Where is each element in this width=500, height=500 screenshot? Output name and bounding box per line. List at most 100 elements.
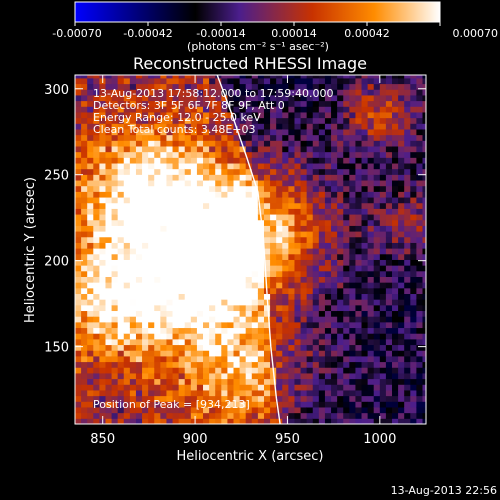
heatmap-cell [398, 355, 405, 363]
heatmap-cell [142, 89, 149, 96]
heatmap-cell [398, 140, 405, 147]
colorbar-tick-label: -0.00070 [52, 27, 101, 40]
heatmap-cell [282, 75, 289, 79]
heatmap-cell [257, 202, 265, 209]
heatmap-cell [379, 163, 387, 170]
heatmap-cell [361, 304, 369, 312]
heatmap-cell [324, 304, 332, 312]
heatmap-cell [300, 202, 308, 209]
heatmap-cell [263, 214, 271, 221]
heatmap-cell [239, 100, 247, 107]
heatmap-cell [318, 321, 326, 329]
heatmap-cell [239, 367, 247, 374]
heatmap-cell [392, 276, 399, 283]
heatmap-cell [416, 372, 423, 380]
heatmap-cell [410, 395, 417, 402]
heatmap-cell [324, 225, 332, 232]
heatmap-cell [343, 316, 350, 323]
heatmap-cell [129, 372, 137, 380]
heatmap-cell [282, 202, 289, 209]
heatmap-cell [385, 208, 393, 215]
heatmap-cell [324, 344, 332, 351]
heatmap-cell [148, 219, 155, 226]
heatmap-cell [123, 197, 131, 204]
heatmap-cell [324, 219, 332, 226]
heatmap-cell [75, 163, 82, 170]
heatmap-cell [233, 384, 241, 391]
heatmap-cell [209, 259, 216, 266]
heatmap-cell [306, 117, 314, 124]
heatmap-cell [337, 299, 344, 306]
heatmap-cell [245, 270, 253, 277]
heatmap-cell [190, 146, 198, 153]
heatmap-cell [172, 259, 180, 266]
heatmap-cell [276, 248, 283, 255]
heatmap-cell [75, 197, 82, 204]
heatmap-cell [129, 282, 137, 289]
heatmap-cell [87, 231, 94, 238]
heatmap-cell [294, 327, 302, 334]
heatmap-cell [392, 333, 399, 340]
heatmap-cell [324, 117, 332, 124]
heatmap-cell [343, 321, 350, 329]
heatmap-cell [99, 242, 106, 249]
heatmap-cell [355, 304, 363, 312]
heatmap-cell [196, 140, 204, 147]
heatmap-cell [306, 225, 314, 232]
heatmap-cell [398, 418, 405, 424]
heatmap-cell [288, 395, 295, 402]
heatmap-cell [135, 89, 143, 96]
heatmap-cell [196, 157, 204, 164]
heatmap-cell [135, 378, 143, 385]
heatmap-cell [190, 214, 198, 221]
heatmap-cell [75, 327, 82, 334]
heatmap-cell [312, 77, 320, 85]
heatmap-cell [166, 276, 174, 283]
heatmap-cell [172, 157, 180, 164]
x-tick-label: 900 [183, 432, 208, 447]
heatmap-cell [123, 185, 131, 192]
heatmap-cell [190, 287, 198, 295]
heatmap-cell [196, 100, 204, 107]
heatmap-cell [398, 134, 405, 141]
heatmap-cell [337, 225, 344, 232]
heatmap-cell [221, 75, 228, 79]
heatmap-cell [282, 406, 289, 414]
heatmap-cell [392, 395, 399, 402]
heatmap-cell [288, 418, 295, 424]
heatmap-cell [349, 344, 356, 351]
heatmap-cell [160, 219, 167, 226]
colorbar-tick-label: 0.00042 [344, 27, 390, 40]
heatmap-cell [221, 259, 228, 266]
heatmap-cell [154, 111, 161, 119]
heatmap-cell [398, 163, 405, 170]
heatmap-cell [276, 174, 283, 181]
heatmap-cell [209, 191, 216, 198]
heatmap-cell [355, 225, 363, 232]
heatmap-cell [123, 253, 131, 260]
heatmap-cell [233, 367, 241, 374]
heatmap-cell [75, 214, 82, 221]
heatmap-cell [99, 191, 106, 198]
heatmap-cell [410, 304, 417, 312]
heatmap-cell [337, 242, 344, 249]
heatmap-cell [99, 225, 106, 232]
heatmap-cell [379, 83, 387, 90]
heatmap-cell [288, 316, 295, 323]
heatmap-cell [221, 242, 228, 249]
heatmap-cell [300, 100, 308, 107]
heatmap-cell [361, 401, 369, 408]
heatmap-cell [227, 338, 235, 346]
heatmap-cell [123, 75, 131, 79]
heatmap-cell [385, 163, 393, 170]
heatmap-cell [196, 128, 204, 136]
heatmap-cell [196, 123, 204, 130]
heatmap-cell [288, 299, 295, 306]
heatmap-cell [276, 77, 283, 85]
heatmap-cell [190, 276, 198, 283]
heatmap-cell [129, 344, 137, 351]
heatmap-cell [379, 208, 387, 215]
heatmap-cell [203, 117, 210, 124]
heatmap-cell [172, 270, 180, 277]
heatmap-cell [215, 287, 222, 295]
